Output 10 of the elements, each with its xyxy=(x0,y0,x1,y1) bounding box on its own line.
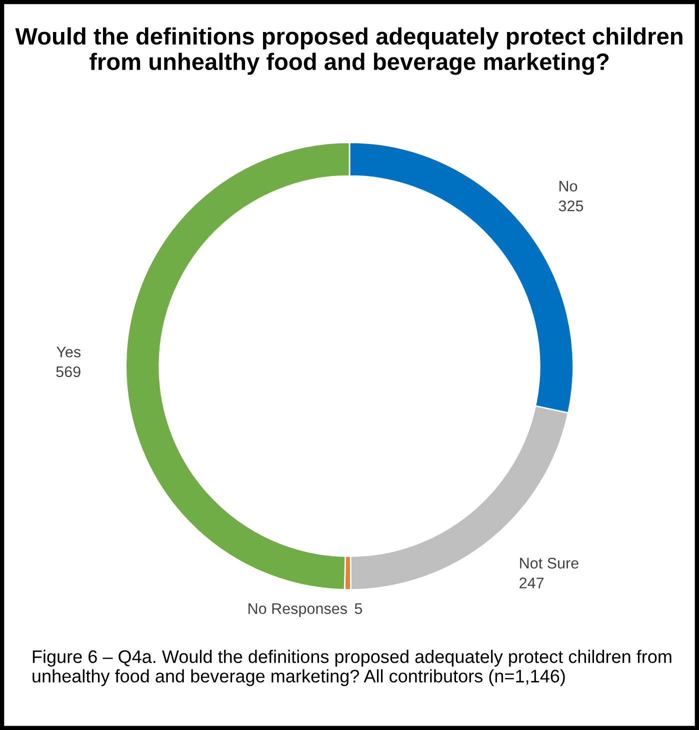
data-label: 569 xyxy=(56,366,80,378)
data-label: 325 xyxy=(558,200,584,212)
chart-title: Would the definitions proposed adequately protect children from unhealthy food and beverage marketing? xyxy=(15,27,682,75)
caption: Figure 6 – Q4a. Would the definitions proposed adequately protect children from unhealthy food and beverage marketing? All contributors (n=1,146) xyxy=(32,650,672,686)
data-label: 5 xyxy=(354,603,362,614)
slice-label: Not Sure xyxy=(520,558,578,569)
slice-label: No Responses xyxy=(248,603,347,618)
slice-label: Yes xyxy=(56,346,81,358)
data-label: 247 xyxy=(520,578,544,588)
slice-label: No xyxy=(559,180,578,192)
